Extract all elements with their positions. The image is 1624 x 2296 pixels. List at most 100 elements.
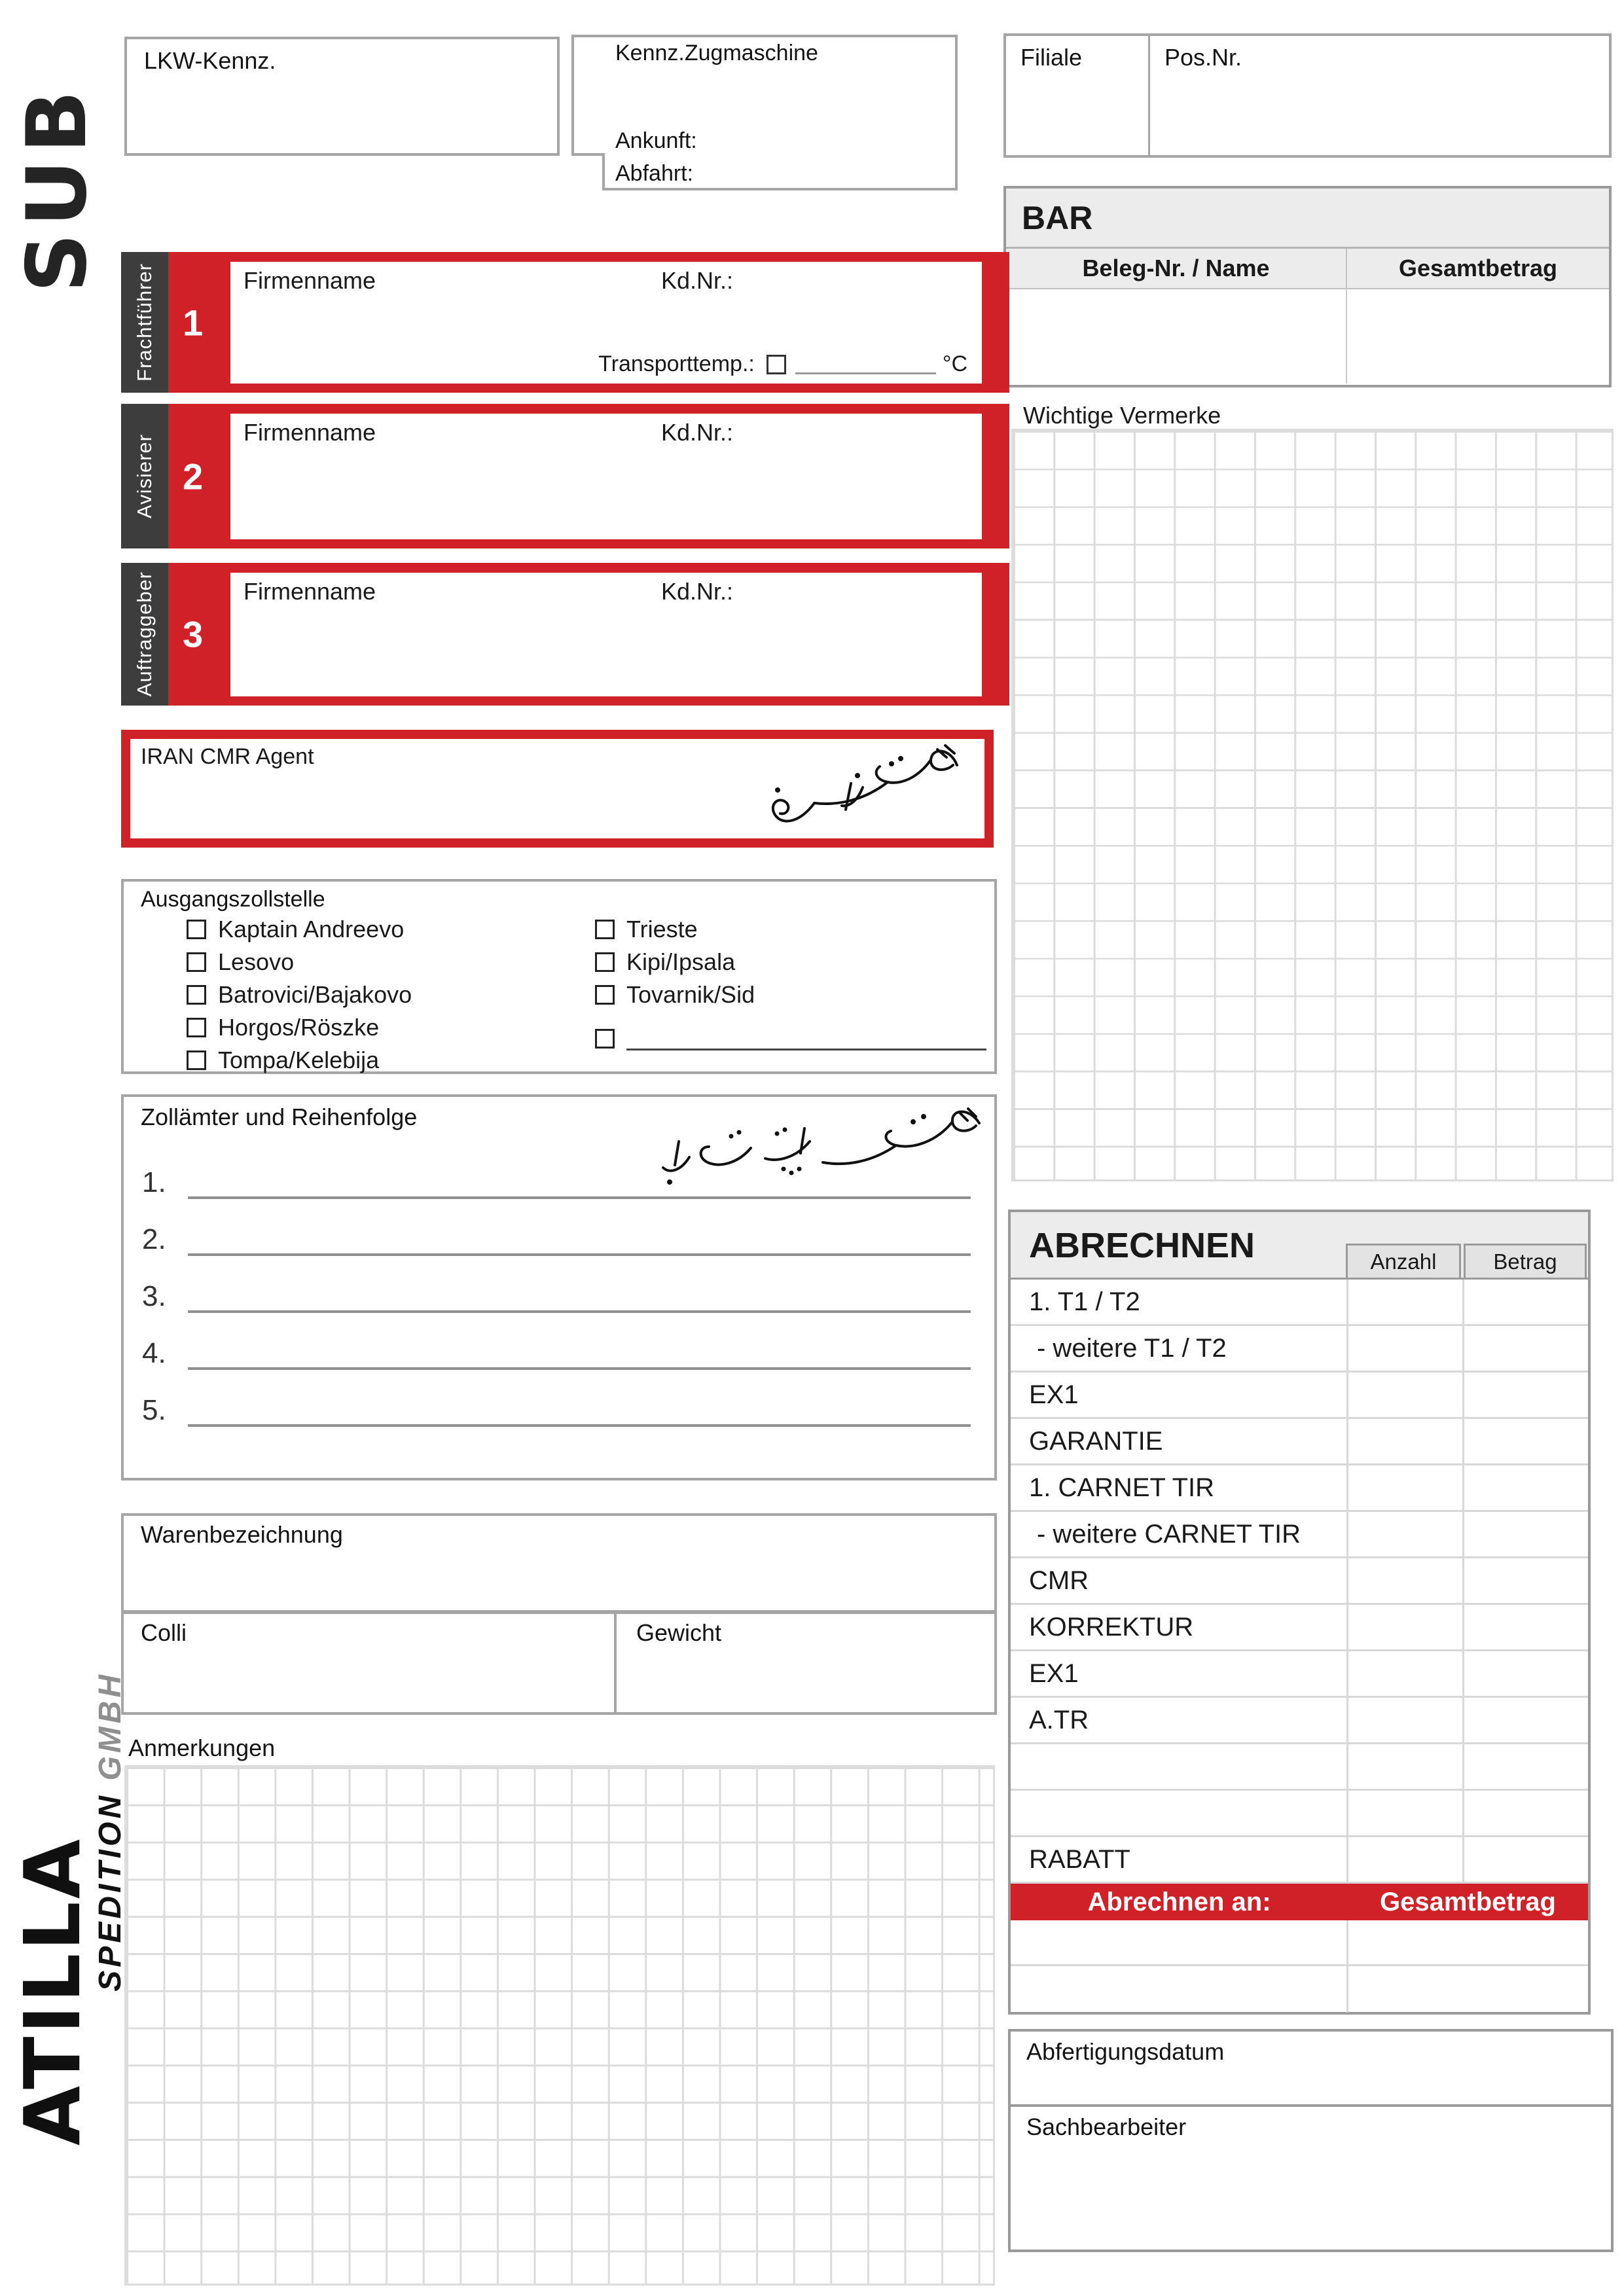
betrag-column-header: Betrag	[1464, 1244, 1587, 1280]
customs-order-row-2: 2.	[142, 1221, 971, 1256]
abrechnen-footer-rows	[1011, 1920, 1588, 2013]
firmenname-label: Firmenname	[244, 578, 376, 605]
row-number: 4.	[142, 1337, 166, 1369]
bar-row-1-betrag-cell[interactable]	[1347, 289, 1609, 336]
abrechnen-header: ABRECHNEN Anzahl Betrag	[1011, 1212, 1588, 1280]
abrechnen-row-weitere-t1-t2[interactable]: - weitere T1 / T2	[1011, 1326, 1588, 1372]
iran-cmr-agent-field[interactable]: IRAN CMR Agent	[121, 730, 994, 848]
customs-order-row-1: 1.	[142, 1164, 971, 1199]
abrechnen-an-label: Abrechnen an:	[1087, 1887, 1271, 1916]
section-2-number: 2	[183, 456, 204, 497]
abrechnen-table: ABRECHNEN Anzahl Betrag 1. T1 / T2 - wei…	[1008, 1210, 1591, 2015]
warenbezeichnung-field[interactable]: Warenbezeichnung	[121, 1513, 997, 1613]
customs-order-row-3: 3.	[142, 1278, 971, 1313]
abfahrt-field[interactable]	[602, 153, 958, 190]
auftraggeber-side-label: Auftraggeber	[133, 571, 156, 697]
abrechnen-row-t1-t2[interactable]: 1. T1 / T2	[1011, 1280, 1588, 1326]
abfertigungsdatum-field[interactable]: Abfertigungsdatum	[1011, 2032, 1611, 2107]
other-checkbox[interactable]	[595, 1029, 615, 1049]
celsius-label: °C	[942, 351, 967, 376]
abrechnen-row-korrektur[interactable]: KORREKTUR	[1011, 1605, 1588, 1651]
avisierer-side-strip: Avisierer	[121, 404, 168, 548]
option-label: Horgos/Röszke	[218, 1014, 380, 1041]
frachtfuehrer-firmenname-field[interactable]: Firmenname Kd.Nr.: Transporttemp.: °C	[230, 262, 982, 384]
transporttemp-row: Transporttemp.: °C	[598, 351, 967, 377]
tompa-kelebija-checkbox[interactable]	[187, 1050, 206, 1070]
bar-row-2	[1006, 336, 1609, 384]
option-label: Kipi/Ipsala	[626, 948, 736, 975]
tovarnik-sid-checkbox[interactable]	[595, 985, 615, 1005]
abrechnen-row-carnet-tir[interactable]: 1. CARNET TIR	[1011, 1465, 1588, 1512]
kaptain-andreevo-checkbox[interactable]	[187, 920, 206, 939]
bar-row-1	[1006, 289, 1609, 336]
option-tovarnik-sid: Tovarnik/Sid	[595, 981, 755, 1009]
option-label: Kaptain Andreevo	[218, 916, 405, 942]
processing-footer-box: Abfertigungsdatum Sachbearbeiter	[1008, 2029, 1614, 2252]
atilla-logo-text: ATILLA	[7, 1836, 98, 2146]
anmerkungen-writing-grid[interactable]	[124, 1765, 995, 2286]
trieste-checkbox[interactable]	[595, 920, 615, 939]
wichtige-vermerke-writing-grid[interactable]	[1011, 429, 1614, 1181]
abrechnen-row-cmr[interactable]: CMR	[1011, 1558, 1588, 1605]
bar-row-2-beleg-cell[interactable]	[1006, 336, 1347, 384]
transporttemp-checkbox[interactable]	[766, 354, 786, 374]
abrechnen-row-empty-2[interactable]	[1011, 1791, 1588, 1837]
customs-order-line-2[interactable]	[188, 1253, 971, 1256]
kipi-ipsala-checkbox[interactable]	[595, 952, 615, 972]
zollaemter-reihenfolge-box: Zollämter und Reihenfolge	[121, 1094, 997, 1480]
customs-order-line-4[interactable]	[188, 1367, 971, 1370]
persian-handwriting-unloading-order-note	[649, 1105, 989, 1196]
pos-nr-field[interactable]: Pos.Nr.	[1150, 36, 1609, 155]
ausgangszollstelle-box: Ausgangszollstelle Kaptain Andreevo Leso…	[121, 879, 997, 1074]
bar-header-row: Beleg-Nr. / Name Gesamtbetrag	[1006, 249, 1609, 289]
filiale-field[interactable]: Filiale	[1006, 36, 1150, 155]
bar-table: BAR Beleg-Nr. / Name Gesamtbetrag	[1003, 186, 1612, 387]
batrovici-bajakovo-checkbox[interactable]	[187, 985, 206, 1005]
customs-order-line-3[interactable]	[188, 1310, 971, 1313]
auftraggeber-firmenname-field[interactable]: Firmenname Kd.Nr.:	[230, 573, 982, 696]
section-3-red-frame: 3 Firmenname Kd.Nr.:	[168, 563, 1009, 706]
option-label: Tovarnik/Sid	[626, 981, 755, 1008]
lkw-kennz-field[interactable]: LKW-Kennz.	[124, 37, 560, 156]
bar-row-2-betrag-cell[interactable]	[1347, 336, 1609, 384]
abrechnen-an-value-row-1[interactable]	[1011, 1920, 1588, 1966]
transporttemp-value-line[interactable]	[795, 355, 936, 374]
abfahrt-label: Abfahrt:	[615, 161, 694, 186]
abrechnen-row-atr[interactable]: A.TR	[1011, 1698, 1588, 1744]
ankunft-label: Ankunft:	[615, 128, 697, 153]
section-auftraggeber: Auftraggeber 3 Firmenname Kd.Nr.:	[121, 563, 1009, 706]
section-frachtfuehrer: Frachtführer 1 Firmenname Kd.Nr.: Transp…	[121, 252, 1009, 393]
abrechnen-row-rabatt[interactable]: RABATT	[1011, 1837, 1588, 1884]
filiale-label: Filiale	[1020, 44, 1083, 71]
bar-row-1-beleg-cell[interactable]	[1006, 289, 1347, 336]
option-label: Lesovo	[218, 948, 295, 975]
gewicht-field[interactable]: Gewicht	[614, 1611, 997, 1715]
abrechnen-row-weitere-carnet-tir[interactable]: - weitere CARNET TIR	[1011, 1512, 1588, 1558]
row-number: 2.	[142, 1223, 166, 1255]
abrechnen-footer-bar: Abrechnen an: Gesamtbetrag	[1011, 1884, 1588, 1920]
avisierer-firmenname-field[interactable]: Firmenname Kd.Nr.:	[230, 414, 982, 539]
abrechnen-row-empty-1[interactable]	[1011, 1744, 1588, 1791]
customs-order-line-1[interactable]	[188, 1196, 971, 1199]
abrechnen-row-ex1-2[interactable]: EX1	[1011, 1651, 1588, 1698]
option-kaptain-andreevo: Kaptain Andreevo	[187, 916, 404, 943]
gesamtbetrag-header: Gesamtbetrag	[1398, 255, 1558, 281]
kennz-zugmaschine-field[interactable]	[571, 35, 958, 156]
other-write-in-line[interactable]	[626, 1027, 986, 1050]
zollaemter-title: Zollämter und Reihenfolge	[141, 1103, 418, 1130]
auftraggeber-side-strip: Auftraggeber	[121, 563, 168, 706]
abrechnen-an-value-row-2[interactable]	[1011, 1966, 1588, 2012]
horgos-roeszke-checkbox[interactable]	[187, 1018, 206, 1037]
lesovo-checkbox[interactable]	[187, 952, 206, 972]
colli-field[interactable]: Colli	[121, 1611, 617, 1715]
kd-nr-label: Kd.Nr.:	[661, 419, 734, 446]
section-avisierer: Avisierer 2 Firmenname Kd.Nr.:	[121, 404, 1009, 548]
abrechnen-row-ex1[interactable]: EX1	[1011, 1372, 1588, 1419]
option-tompa-kelebija: Tompa/Kelebija	[187, 1047, 379, 1074]
customs-order-line-5[interactable]	[188, 1424, 971, 1427]
sachbearbeiter-field[interactable]: Sachbearbeiter	[1011, 2107, 1611, 2147]
warenbezeichnung-label: Warenbezeichnung	[141, 1521, 343, 1548]
ausgangszollstelle-title: Ausgangszollstelle	[141, 887, 325, 912]
option-trieste: Trieste	[595, 916, 698, 943]
abrechnen-row-garantie[interactable]: GARANTIE	[1011, 1419, 1588, 1465]
